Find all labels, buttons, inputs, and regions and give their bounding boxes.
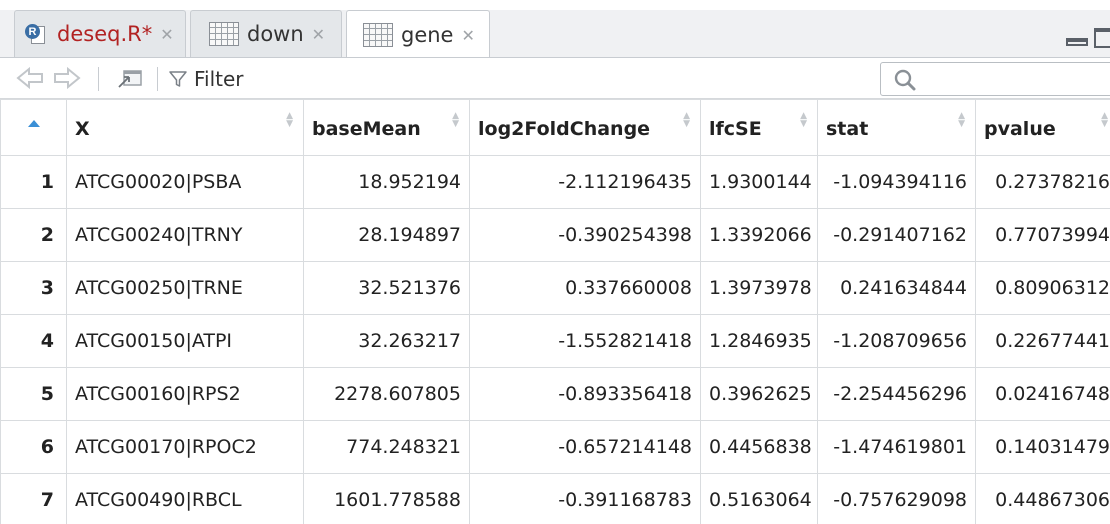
cell-stat: -1.208709656 bbox=[817, 314, 976, 368]
row-number: 6 bbox=[0, 420, 67, 474]
tab-gene[interactable]: gene ✕ bbox=[346, 10, 490, 59]
search-icon bbox=[894, 69, 916, 91]
sort-toggle-icon: ▲ ▼ bbox=[683, 111, 690, 129]
sort-toggle-icon: ▲ ▼ bbox=[958, 111, 965, 129]
row-number: 2 bbox=[0, 208, 67, 262]
filter-icon bbox=[169, 71, 187, 87]
row-number: 7 bbox=[0, 473, 67, 524]
column-header-lfcse[interactable]: lfcSE ▲ ▼ bbox=[700, 99, 818, 156]
cell-pvalue: 0.14031479 bbox=[975, 420, 1110, 474]
table-icon bbox=[209, 22, 239, 46]
cell-lfcse: 1.3392066 bbox=[700, 208, 818, 262]
cell-stat: -1.474619801 bbox=[817, 420, 976, 474]
cell-basemean: 774.248321 bbox=[303, 420, 470, 474]
cell-stat: -0.757629098 bbox=[817, 473, 976, 524]
back-arrow-icon[interactable] bbox=[16, 66, 44, 90]
row-number: 4 bbox=[0, 314, 67, 368]
tab-label: down bbox=[247, 22, 304, 46]
row-number: 5 bbox=[0, 367, 67, 421]
cell-stat: -0.291407162 bbox=[817, 208, 976, 262]
cell-x: ATCG00020|PSBA bbox=[66, 155, 304, 209]
row-number: 3 bbox=[0, 261, 67, 315]
search-input[interactable] bbox=[880, 62, 1110, 96]
table-row[interactable]: 1 ATCG00020|PSBA 18.952194 -2.112196435 … bbox=[0, 155, 1110, 209]
cell-lfcse: 1.2846935 bbox=[700, 314, 818, 368]
table-row[interactable]: 5 ATCG00160|RPS2 2278.607805 -0.89335641… bbox=[0, 367, 1110, 421]
forward-arrow-icon[interactable] bbox=[50, 66, 84, 90]
cell-log2foldchange: -0.391168783 bbox=[469, 473, 701, 524]
column-header-x[interactable]: X ▲ ▼ bbox=[66, 99, 304, 156]
cell-pvalue: 0.44867306 bbox=[975, 473, 1110, 524]
column-header-log2foldchange[interactable]: log2FoldChange ▲ ▼ bbox=[469, 99, 701, 156]
tab-down[interactable]: down ✕ bbox=[190, 10, 342, 57]
cell-lfcse: 1.9300144 bbox=[700, 155, 818, 209]
row-number: 1 bbox=[0, 155, 67, 209]
cell-x: ATCG00150|ATPI bbox=[66, 314, 304, 368]
popout-window-icon[interactable] bbox=[116, 66, 144, 90]
cell-pvalue: 0.77073994 bbox=[975, 208, 1110, 262]
sort-toggle-icon: ▲ ▼ bbox=[800, 111, 807, 129]
cell-pvalue: 0.27378216 bbox=[975, 155, 1110, 209]
cell-lfcse: 0.3962625 bbox=[700, 367, 818, 421]
cell-basemean: 32.521376 bbox=[303, 261, 470, 315]
column-header-stat[interactable]: stat ▲ ▼ bbox=[817, 99, 976, 156]
cell-log2foldchange: -0.893356418 bbox=[469, 367, 701, 421]
cell-log2foldchange: -2.112196435 bbox=[469, 155, 701, 209]
viewer-toolbar: Filter bbox=[0, 57, 1110, 99]
minimize-pane-icon[interactable] bbox=[1066, 38, 1088, 46]
cell-log2foldchange: -0.390254398 bbox=[469, 208, 701, 262]
cell-log2foldchange: 0.337660008 bbox=[469, 261, 701, 315]
cell-x: ATCG00250|TRNE bbox=[66, 261, 304, 315]
table-row[interactable]: 6 ATCG00170|RPOC2 774.248321 -0.65721414… bbox=[0, 420, 1110, 474]
cell-pvalue: 0.80906312 bbox=[975, 261, 1110, 315]
data-table-container: X ▲ ▼ baseMean ▲ ▼ log2FoldChange ▲ ▼ lfcSE ▲ ▼ … bbox=[0, 99, 1110, 524]
r-script-icon: R bbox=[25, 24, 45, 44]
table-row[interactable]: 3 ATCG00250|TRNE 32.521376 0.337660008 1… bbox=[0, 261, 1110, 315]
cell-stat: 0.241634844 bbox=[817, 261, 976, 315]
cell-lfcse: 1.3973978 bbox=[700, 261, 818, 315]
cell-basemean: 1601.778588 bbox=[303, 473, 470, 524]
cell-x: ATCG00490|RBCL bbox=[66, 473, 304, 524]
row-number-header[interactable] bbox=[0, 99, 67, 156]
cell-stat: -2.254456296 bbox=[817, 367, 976, 421]
column-header-pvalue[interactable]: pvalue ▲ ▼ bbox=[975, 99, 1110, 156]
sort-toggle-icon: ▲ ▼ bbox=[452, 111, 459, 129]
cell-x: ATCG00170|RPOC2 bbox=[66, 420, 304, 474]
cell-log2foldchange: -0.657214148 bbox=[469, 420, 701, 474]
sort-toggle-icon: ▲ ▼ bbox=[286, 111, 293, 129]
tab-bar: R deseq.R* ✕ down ✕ gene ✕ bbox=[0, 0, 1110, 59]
table-row[interactable]: 4 ATCG00150|ATPI 32.263217 -1.552821418 … bbox=[0, 314, 1110, 368]
cell-basemean: 28.194897 bbox=[303, 208, 470, 262]
sort-toggle-icon: ▲ ▼ bbox=[1101, 111, 1108, 129]
cell-lfcse: 0.4456838 bbox=[700, 420, 818, 474]
tab-label: deseq.R* bbox=[57, 22, 153, 46]
cell-lfcse: 0.5163064 bbox=[700, 473, 818, 524]
tab-label: gene bbox=[401, 23, 454, 47]
column-header-basemean[interactable]: baseMean ▲ ▼ bbox=[303, 99, 470, 156]
close-icon[interactable]: ✕ bbox=[461, 25, 475, 45]
data-table: X ▲ ▼ baseMean ▲ ▼ log2FoldChange ▲ ▼ lfcSE ▲ ▼ … bbox=[0, 99, 1110, 524]
sort-ascending-icon bbox=[28, 120, 40, 127]
cell-basemean: 32.263217 bbox=[303, 314, 470, 368]
cell-stat: -1.094394116 bbox=[817, 155, 976, 209]
pane-window-controls bbox=[1064, 26, 1110, 50]
cell-basemean: 18.952194 bbox=[303, 155, 470, 209]
tab-deseq-r[interactable]: R deseq.R* ✕ bbox=[14, 10, 186, 57]
close-icon[interactable]: ✕ bbox=[160, 24, 174, 44]
header-row: X ▲ ▼ baseMean ▲ ▼ log2FoldChange ▲ ▼ lfcSE ▲ ▼ … bbox=[0, 99, 1110, 156]
cell-basemean: 2278.607805 bbox=[303, 367, 470, 421]
table-row[interactable]: 7 ATCG00490|RBCL 1601.778588 -0.39116878… bbox=[0, 473, 1110, 524]
table-row[interactable]: 2 ATCG00240|TRNY 28.194897 -0.390254398 … bbox=[0, 208, 1110, 262]
maximize-pane-icon[interactable] bbox=[1094, 28, 1110, 48]
cell-pvalue: 0.22677441 bbox=[975, 314, 1110, 368]
cell-pvalue: 0.02416748 bbox=[975, 367, 1110, 421]
filter-button[interactable]: Filter bbox=[168, 65, 244, 93]
cell-x: ATCG00240|TRNY bbox=[66, 208, 304, 262]
close-icon[interactable]: ✕ bbox=[311, 24, 326, 44]
cell-log2foldchange: -1.552821418 bbox=[469, 314, 701, 368]
cell-x: ATCG00160|RPS2 bbox=[66, 367, 304, 421]
table-icon bbox=[363, 23, 393, 47]
filter-label: Filter bbox=[194, 67, 244, 91]
